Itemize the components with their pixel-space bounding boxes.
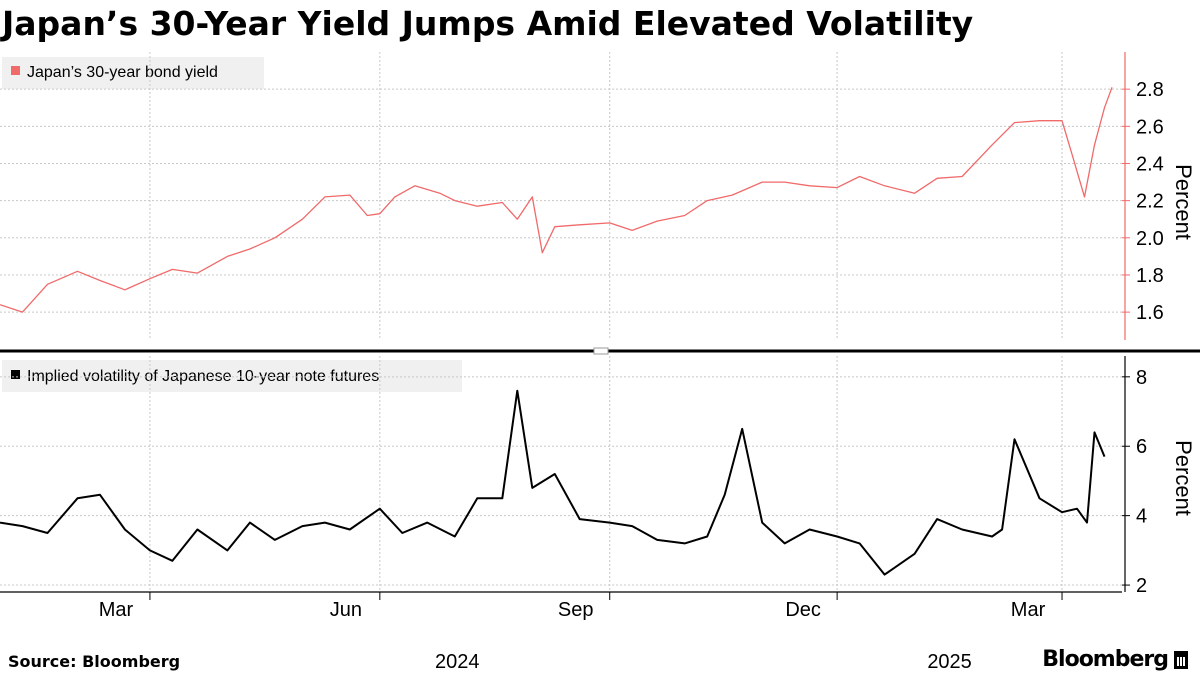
yield-legend-box [2,57,264,89]
vol-ytick-label: 6 [1136,436,1147,458]
panel-divider[interactable] [0,347,1200,355]
chart-title: Japan’s 30-Year Yield Jumps Amid Elevate… [2,4,974,43]
vol-ytick-label: 4 [1136,506,1147,528]
yield-ylabel: Percent [1171,164,1196,240]
vol-legend-swatch [11,370,20,379]
x-year-label: 2025 [927,651,972,673]
x-tick-label: Mar [1011,599,1046,621]
yield-ytick-label: 2.6 [1136,116,1164,138]
x-tick-label: Sep [558,599,594,621]
vol-ylabel: Percent [1171,440,1196,516]
vol-legend-label: Implied volatility of Japanese 10-year n… [27,368,379,385]
source-note: Source: Bloomberg [8,652,181,671]
yield-ytick-label: 2.8 [1136,79,1164,101]
yield-ytick-label: 2.4 [1136,153,1164,175]
vol-series-line [0,389,1106,576]
yield-ytick-label: 2.0 [1136,228,1164,250]
yield-ytick-label: 2.2 [1136,191,1164,213]
yield-panel: Japan’s 30-year bond yield Percent 1.6 1.… [0,52,1196,340]
x-tick-label: Jun [330,599,362,621]
vol-ytick-label: 8 [1136,367,1147,389]
yield-ytick-label: 1.8 [1136,265,1164,287]
x-tick-label: Mar [99,599,134,621]
yield-series-line [0,87,1113,313]
vol-ytick-label: 2 [1136,575,1147,597]
volatility-panel: Implied volatility of Japanese 10-year n… [0,356,1196,597]
yield-ytick-label: 1.6 [1136,302,1164,324]
yield-legend-label: Japan’s 30-year bond yield [27,64,218,81]
vol-legend-box [2,360,462,392]
brand-name: Bloomberg [1042,647,1169,672]
yield-legend-swatch [11,66,20,75]
x-tick-label: Dec [785,599,821,621]
x-year-label: 2024 [435,651,480,673]
brand-icon [1174,650,1188,669]
brand-logo: Bloomberg [1042,647,1188,672]
